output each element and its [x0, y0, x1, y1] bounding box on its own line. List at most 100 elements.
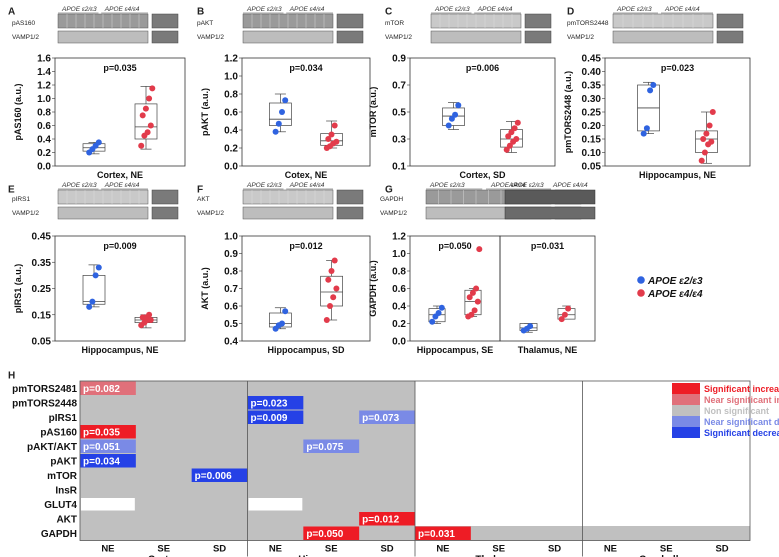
- blot-loading-label: VAMP1/2: [12, 210, 39, 217]
- y-tick-label: 0.4: [392, 302, 406, 313]
- data-point: [429, 318, 436, 325]
- data-point: [144, 129, 151, 136]
- blot-extra-bottom: [716, 30, 744, 44]
- panel-letter-B: B: [197, 6, 204, 17]
- data-point: [146, 311, 153, 318]
- heatmap-row-label: InsR: [55, 485, 77, 496]
- x-axis-label: Hippocampus, SE: [417, 345, 494, 355]
- y-tick-label: 0.05: [582, 162, 602, 173]
- y-tick-label: 1.6: [37, 54, 51, 65]
- y-tick-label: 0.6: [37, 121, 51, 132]
- y-tick-label: 0.6: [224, 108, 238, 119]
- data-point: [527, 323, 534, 330]
- data-point: [466, 294, 473, 301]
- panel-letter-D: D: [567, 6, 574, 17]
- data-point: [650, 82, 657, 88]
- heatmap-cell: [359, 410, 415, 424]
- y-tick-label: 0.40: [582, 67, 602, 78]
- blot-loading-label: VAMP1/2: [567, 34, 594, 41]
- y-tick-label: 1.0: [224, 232, 238, 243]
- plot-frame: [54, 57, 186, 167]
- plot-frame: [54, 235, 186, 342]
- y-tick-label: 0.2: [37, 148, 51, 159]
- legend-label: Near significant decrease: [704, 417, 779, 427]
- data-point: [640, 130, 647, 137]
- data-point: [468, 311, 475, 318]
- legend-swatch: [672, 383, 700, 394]
- heatmap-row-label: pAS160: [40, 427, 77, 438]
- data-point: [698, 157, 705, 164]
- y-tick-label: 0.6: [392, 284, 406, 295]
- y-tick-label: 0.15: [582, 135, 602, 146]
- y-tick-label: 0.45: [582, 54, 602, 65]
- significance-legend: Significant increaseNear significant inc…: [672, 383, 779, 438]
- legend-swatch: [672, 394, 700, 405]
- data-point: [86, 303, 93, 310]
- plot-frame: [409, 57, 556, 167]
- heatmap-col-label: NE: [604, 544, 617, 555]
- blot-extra-bottom: [336, 30, 364, 44]
- y-tick-label: 0.9: [224, 249, 238, 260]
- legend-label: Significant increase: [704, 384, 779, 394]
- blot-band-bottom: [242, 30, 334, 44]
- legend-swatch: [672, 405, 700, 416]
- blot-extra-top: [716, 13, 744, 29]
- blot-protein-label: pAS160: [12, 20, 36, 27]
- y-axis-label: mTOR (a.u.): [368, 87, 378, 138]
- heatmap-row-label: GAPDH: [41, 529, 77, 540]
- group-legend: APOE ε2/ε3 APOE ε4/ε4: [637, 276, 703, 300]
- box: [320, 275, 343, 307]
- heatmap-cell-label: p=0.031: [418, 529, 455, 540]
- chart-e: 0.05 0.15 0.25 0.35 0.45 pIRS1 (a.u.) p=0.009 H…: [13, 232, 186, 355]
- y-tick-label: 0.4: [224, 126, 238, 137]
- plot-frame: [499, 235, 596, 342]
- heatmap-col-label: SD: [380, 544, 393, 555]
- blot-loading-label: VAMP1/2: [385, 34, 412, 41]
- chart-a: 0.0 0.2 0.4 0.6 0.8 1.0 1.2 1.4 1.6 pAS160 (a.u.)…: [13, 54, 186, 180]
- legend-label: Significant decrease: [704, 428, 779, 438]
- panel-letter-E: E: [8, 184, 15, 195]
- y-tick-label: 0.8: [37, 108, 51, 119]
- heatmap-row-label: AKT: [56, 514, 77, 525]
- data-point: [514, 119, 521, 126]
- data-point: [139, 112, 146, 119]
- heatmap-cell-label: p=0.006: [195, 471, 232, 482]
- panel-letter-G: G: [385, 184, 393, 195]
- genotype-header-23: APOE ε2/ε3: [434, 6, 470, 13]
- data-point: [703, 130, 710, 137]
- blot-extra-top: [151, 189, 179, 205]
- genotype-header-23: APOE ε2/ε3: [429, 182, 465, 189]
- data-point: [448, 115, 455, 122]
- blot-c: APOE ε2/ε3 APOE ε4/ε4 mTOR VAMP1/2: [385, 6, 552, 44]
- blot-protein-label: GAPDH: [380, 196, 403, 203]
- data-point: [503, 146, 510, 153]
- legend-swatch: [672, 416, 700, 427]
- heatmap-missing: [81, 498, 135, 511]
- y-tick-label: 0.5: [392, 108, 406, 119]
- blot-band-bottom: [57, 206, 149, 220]
- y-tick-label: 0.9: [392, 54, 406, 65]
- heatmap-region-label: Thalamus: [475, 555, 522, 557]
- heatmap-cell-label: p=0.051: [83, 442, 120, 453]
- heatmap-col-label: SD: [548, 544, 561, 555]
- legend-label: Non significant: [704, 406, 769, 416]
- blot-band-top-thalamus: [504, 189, 596, 205]
- data-point: [92, 272, 99, 279]
- y-tick-label: 0.2: [224, 144, 238, 155]
- blot-extra-top: [336, 13, 364, 29]
- genotype-header-23: APOE ε2/ε3: [508, 182, 544, 189]
- blot-a: APOE ε2/ε3 APOE ε4/ε4 pAS160 VAMP1/2: [12, 6, 179, 44]
- genotype-header-44: APOE ε4/ε4: [289, 182, 325, 189]
- data-point: [146, 95, 153, 102]
- heatmap-region-label: Cortex: [148, 555, 180, 557]
- y-tick-label: 0.1: [392, 162, 406, 173]
- data-point: [469, 289, 476, 296]
- p-value-label: p=0.034: [289, 63, 322, 73]
- blot-b: APOE ε2/ε3 APOE ε4/ε4 pAKT VAMP1/2: [197, 6, 364, 44]
- plot-frame: [409, 235, 501, 342]
- y-tick-label: 0.7: [224, 284, 238, 295]
- p-value-label: p=0.050: [438, 241, 471, 251]
- box: [134, 103, 158, 140]
- heatmap-row-label: pIRS1: [49, 413, 78, 424]
